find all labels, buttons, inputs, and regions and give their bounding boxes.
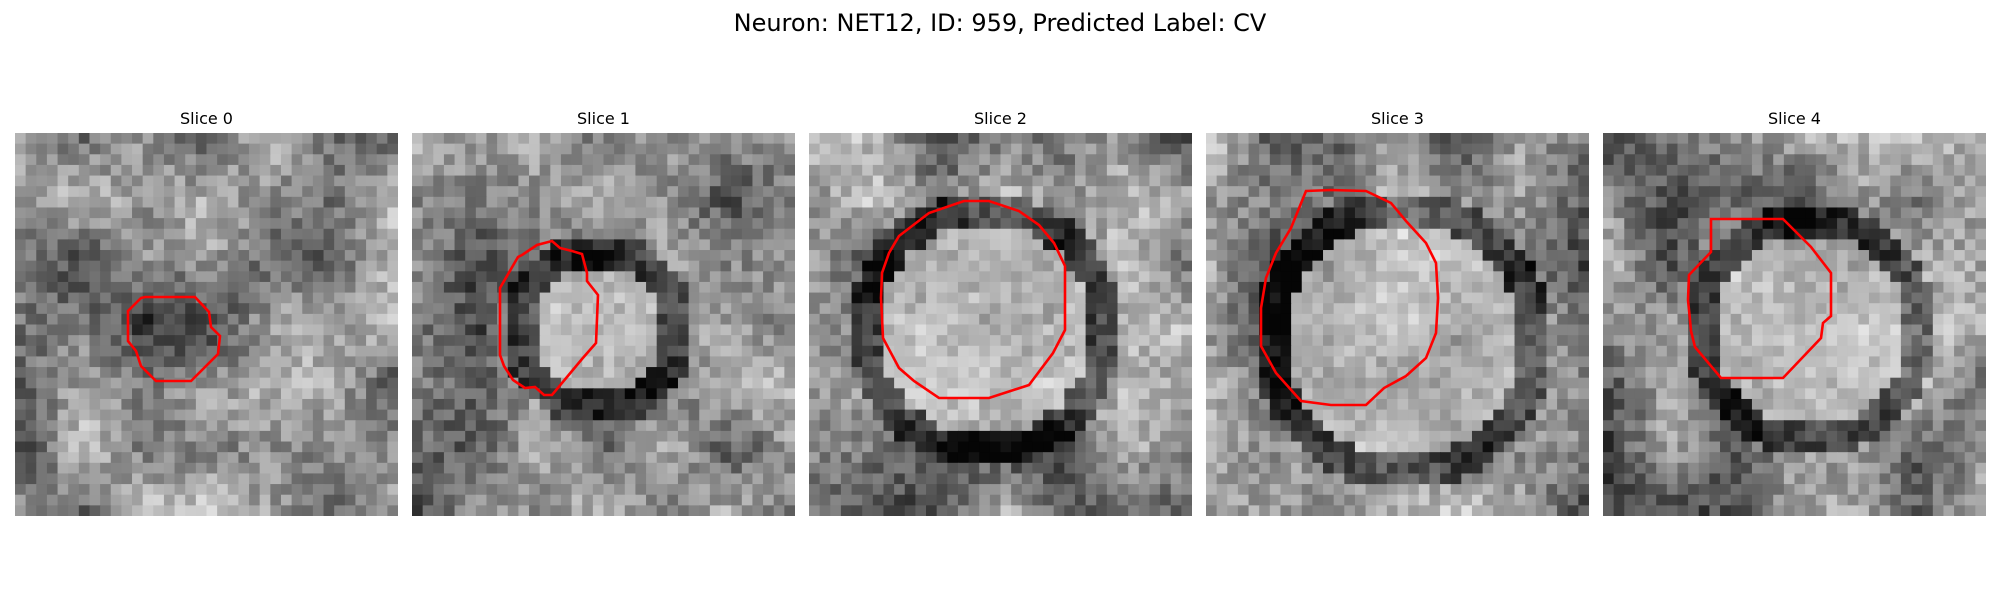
figure-title: Neuron: NET12, ID: 959, Predicted Label:… (733, 9, 1267, 37)
segmentation-contour (879, 199, 1067, 400)
panel-slice-2: Slice 2 (809, 108, 1192, 516)
microscopy-image (412, 133, 795, 516)
segmentation-contour (498, 239, 600, 397)
panel-title: Slice 1 (577, 109, 630, 128)
segmentation-contour (1686, 217, 1833, 380)
panel-slice-1: Slice 1 (412, 108, 795, 516)
panel-title: Slice 3 (1371, 109, 1424, 128)
panel-slice-4: Slice 4 (1603, 108, 1986, 516)
panel-slice-3: Slice 3 (1206, 108, 1589, 516)
microscopy-image (15, 133, 398, 516)
panel-title: Slice 2 (974, 109, 1027, 128)
panel-title: Slice 0 (180, 109, 233, 128)
segmentation-contour (126, 295, 222, 383)
microscopy-image (1603, 133, 1986, 516)
panel-slice-0: Slice 0 (15, 108, 398, 516)
segmentation-contour (1259, 188, 1440, 407)
microscopy-image (1206, 133, 1589, 516)
panel-title: Slice 4 (1768, 109, 1821, 128)
microscopy-image (809, 133, 1192, 516)
